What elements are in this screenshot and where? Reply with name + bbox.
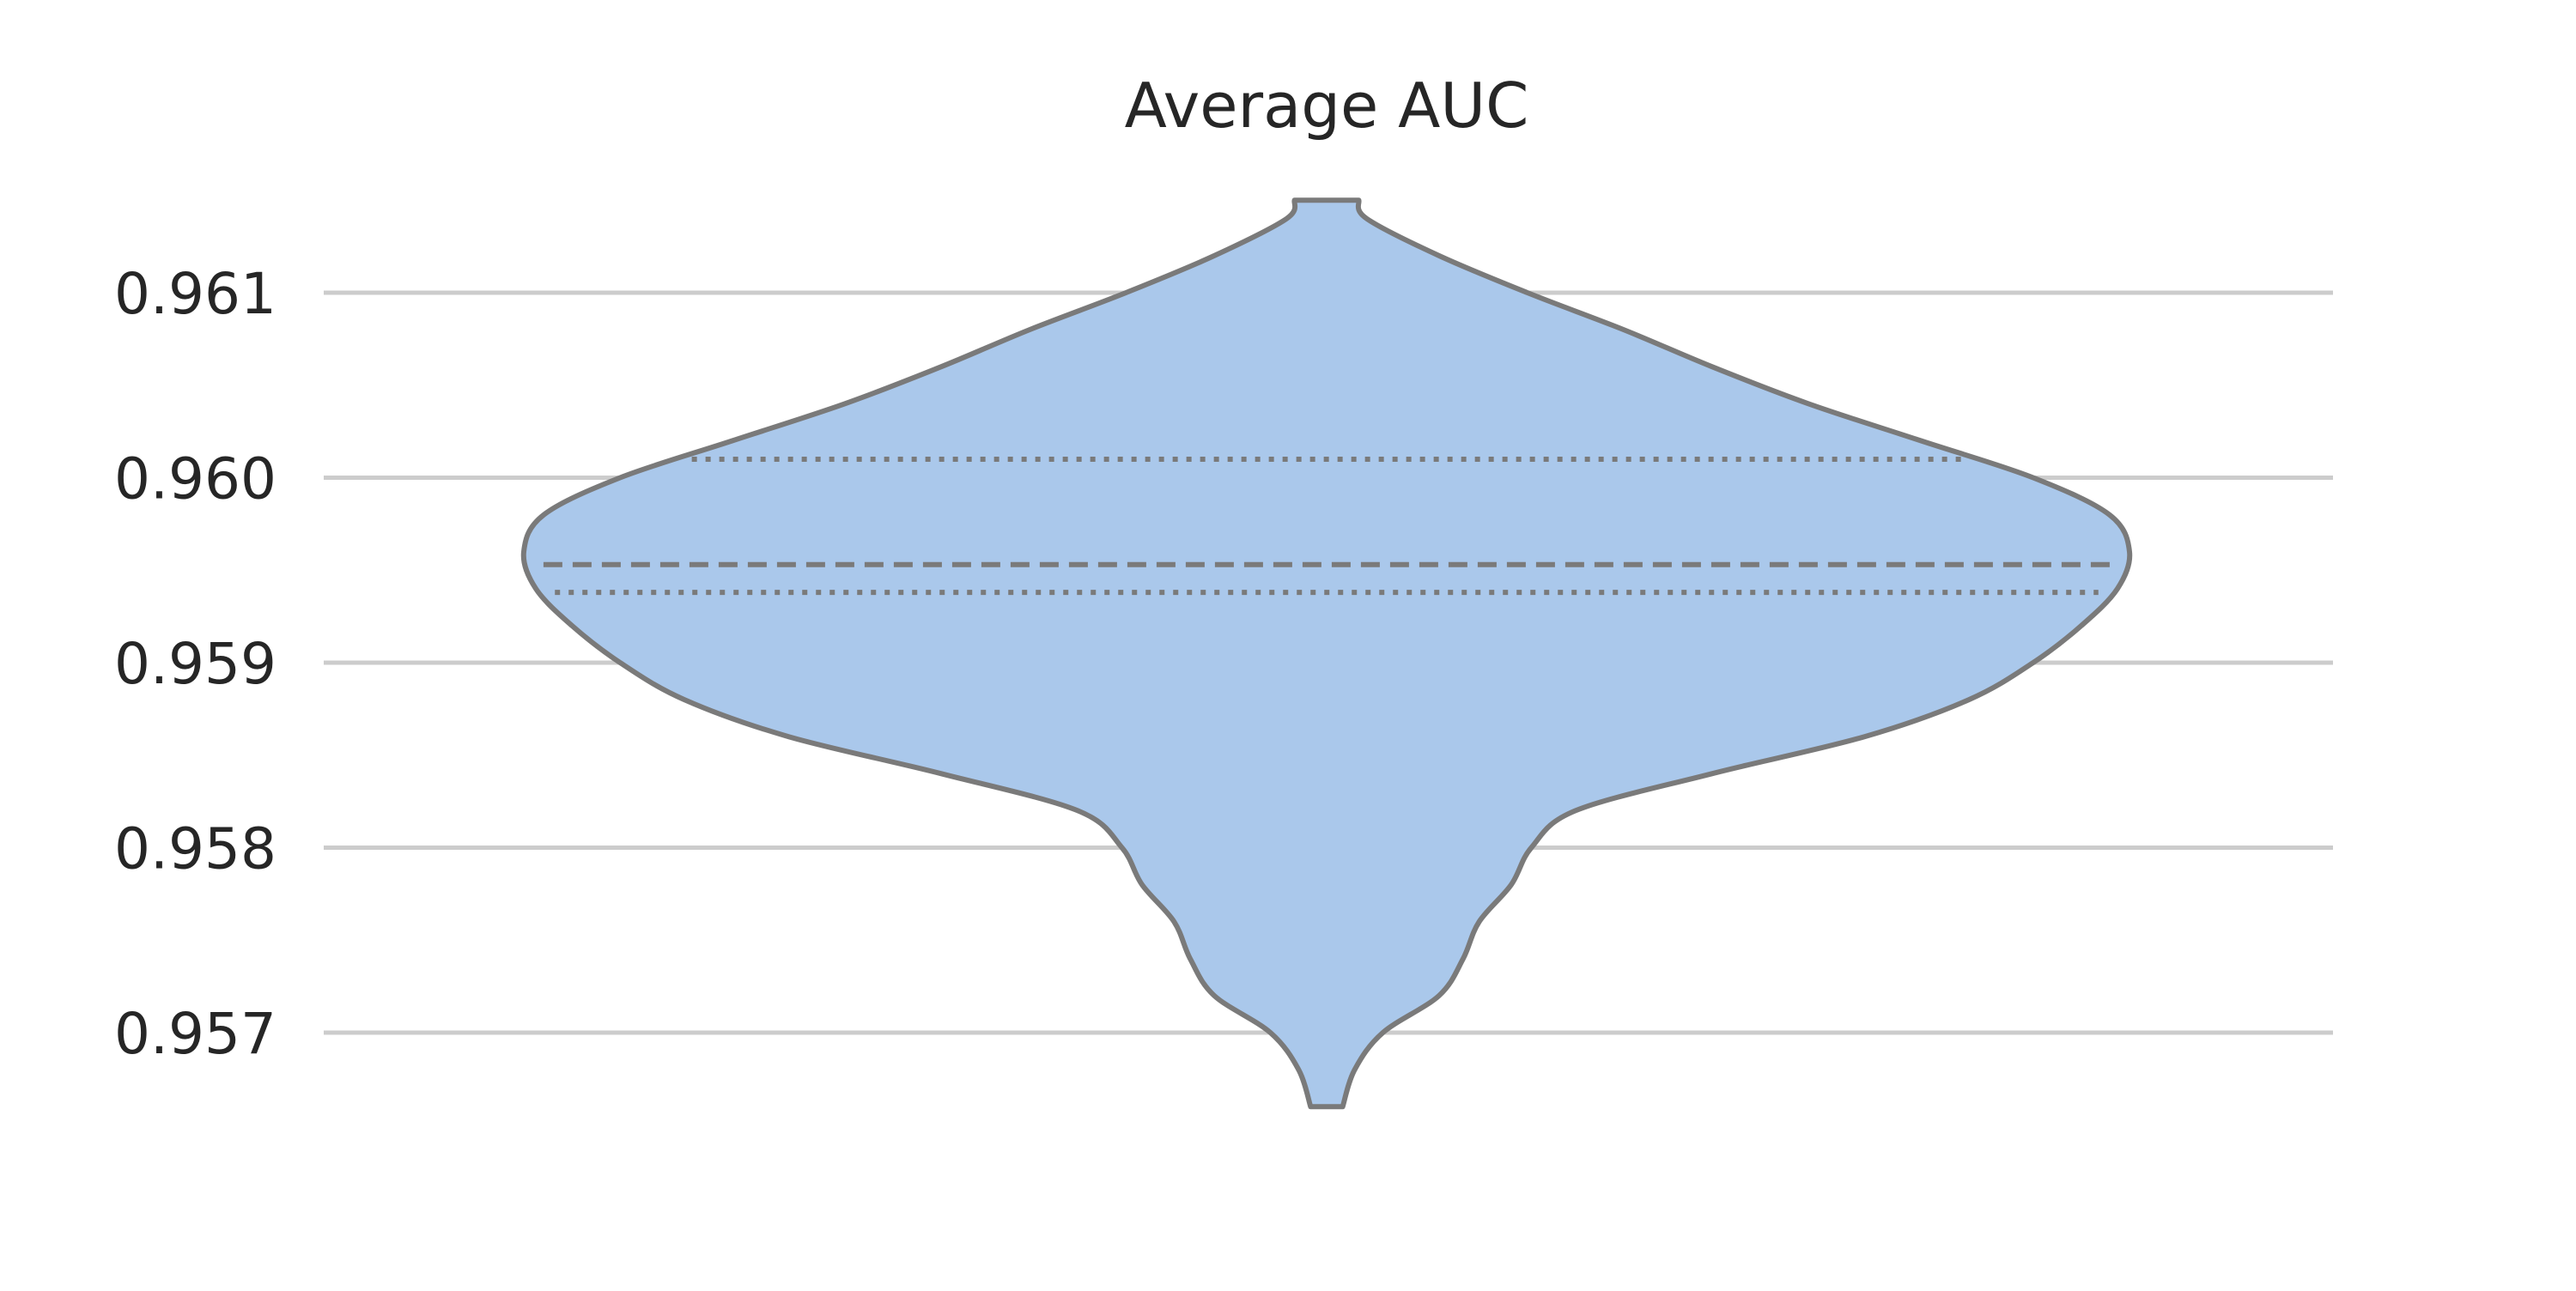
y-tick-label: 0.958 bbox=[114, 816, 276, 882]
violin-plot bbox=[520, 197, 2133, 1110]
y-tick-label: 0.957 bbox=[114, 1001, 276, 1067]
violin-body bbox=[520, 197, 2133, 1110]
chart-title: Average AUC bbox=[1125, 70, 1529, 142]
y-tick-label: 0.959 bbox=[114, 631, 276, 697]
y-tick-label: 0.961 bbox=[114, 261, 276, 327]
y-axis-ticks: 0.957 0.958 0.959 0.960 0.961 bbox=[114, 261, 276, 1067]
y-tick-label: 0.960 bbox=[114, 446, 276, 512]
